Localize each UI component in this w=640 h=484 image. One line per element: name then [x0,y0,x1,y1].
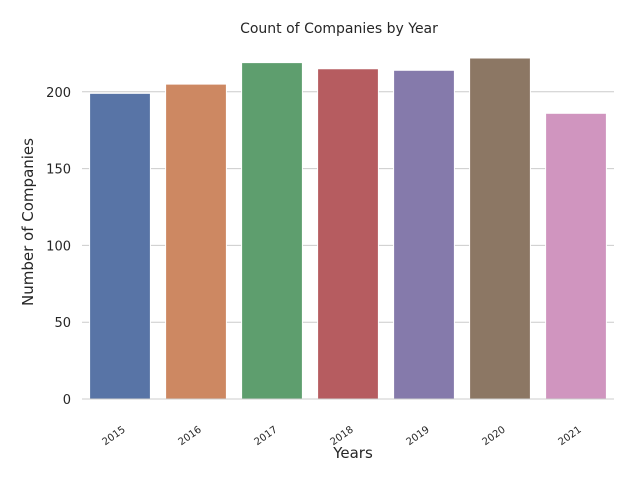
x-tick-label: 2020 [481,424,508,448]
bar-2016 [165,83,227,400]
bar-2017 [241,62,303,400]
y-tick-label: 100 [46,239,71,254]
bars [89,57,607,400]
y-tick-label: 150 [46,163,71,178]
x-tick-label: 2019 [405,424,432,448]
y-tick-label: 200 [46,86,71,101]
x-axis-label: Years [332,444,373,462]
bar-2019 [393,69,455,400]
x-tick-label: 2015 [101,424,128,448]
x-tick-label: 2021 [557,424,584,448]
bar-2015 [89,92,151,400]
y-tick-label: 0 [63,393,71,408]
bar-2018 [317,68,379,400]
y-tick-labels: 0 50 100 150 200 [46,86,71,408]
y-tick-label: 50 [54,316,71,331]
x-tick-label: 2016 [177,424,204,448]
bar-2021 [545,112,607,400]
bar-2020 [469,57,531,400]
x-tick-label: 2017 [253,424,280,448]
chart-title: Count of Companies by Year [240,21,438,37]
y-axis-label: Number of Companies [19,138,37,306]
